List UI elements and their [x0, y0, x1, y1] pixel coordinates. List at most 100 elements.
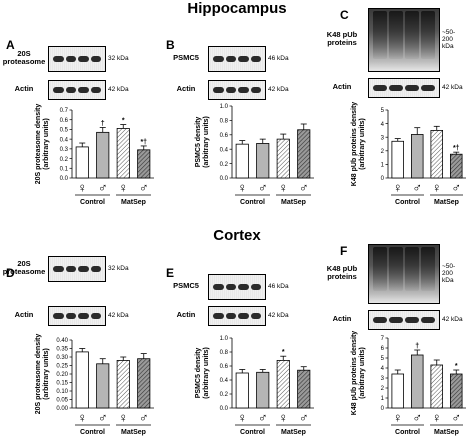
y-tick-label-b: 0.0: [220, 176, 229, 182]
bar-d-0: [75, 351, 89, 409]
bar-b-3: [297, 129, 311, 179]
y-tick-label-f: 5: [381, 356, 385, 362]
blot-image-f-1: [368, 310, 440, 330]
blot-band: [225, 87, 236, 93]
female-symbol-a: ♀: [118, 180, 128, 195]
male-symbol-a: ♂: [139, 180, 149, 195]
blot-band: [389, 85, 403, 91]
female-symbol-b: ♀: [278, 180, 288, 195]
significance-mark-e-2: *: [282, 349, 285, 356]
blot-image-d-0: [48, 256, 106, 282]
blot-band: [421, 11, 435, 59]
blot-band: [65, 313, 76, 319]
blot-image-e-1: [208, 306, 266, 326]
blot-label-f-1: Actin: [332, 314, 352, 323]
blot-band: [213, 87, 224, 93]
blot-band: [421, 317, 435, 323]
male-symbol-f: ♂: [412, 410, 422, 425]
female-symbol-e: ♀: [278, 410, 288, 425]
blot-band: [65, 56, 76, 62]
kda-label-b-1: 42 kDa: [268, 85, 289, 93]
bar-c-0: [391, 140, 404, 179]
y-axis-label-e: PSMC5 density: [195, 348, 202, 399]
blot-band: [225, 56, 236, 62]
blot-band: [225, 284, 236, 290]
male-symbol-b: ♂: [258, 180, 268, 195]
male-symbol-c: ♂: [451, 180, 461, 195]
section-title-cortex: Cortex: [213, 227, 261, 244]
y-tick-label-d: 0.15: [56, 381, 68, 387]
blot-band: [78, 266, 89, 272]
bar-b-2: [276, 138, 290, 179]
kda-label-c-0: ~50- 200 kDa: [442, 28, 456, 50]
y-tick-label-a: 0.5: [60, 128, 69, 134]
section-title-hippocampus: Hippocampus: [187, 0, 287, 17]
bar-e-1: [256, 371, 270, 409]
female-symbol-a: ♀: [77, 180, 87, 195]
y-tick-label-f: 4: [381, 366, 385, 372]
blot-image-f-0: [368, 244, 440, 304]
significance-mark-a-1: †: [101, 120, 105, 127]
bar-a-2: [116, 128, 130, 179]
male-symbol-e: ♂: [258, 410, 268, 425]
blot-band: [421, 85, 435, 91]
male-symbol-d: ♂: [98, 410, 108, 425]
bar-b-0: [235, 143, 249, 179]
blot-band: [65, 87, 76, 93]
panel-letter-e: E: [166, 266, 175, 280]
group-label-b: MatSep: [281, 199, 306, 206]
blot-label-b-1: Actin: [176, 84, 196, 93]
kda-label-f-0: ~50- 200 kDa: [442, 262, 456, 284]
y-tick-label-a: 0.0: [60, 176, 69, 182]
panel-letter-d: D: [6, 266, 15, 280]
y-tick-label-a: 0.1: [60, 166, 69, 172]
y-tick-label-e: 0.0: [220, 406, 229, 412]
kda-label-a-0: 32 kDa: [108, 54, 129, 62]
y-tick-label-a: 0.3: [60, 147, 69, 153]
y-axis-label-d: (arbitrary units): [43, 348, 50, 400]
bar-f-2: [430, 364, 443, 409]
blot-band: [90, 87, 101, 93]
y-tick-label-d: 0.40: [56, 338, 68, 344]
significance-mark-a-3: *†: [140, 139, 147, 146]
male-symbol-c: ♂: [412, 180, 422, 195]
blot-label-c-0: K48 pUb proteins: [326, 30, 358, 47]
y-axis-label-b: PSMC5 density: [195, 117, 202, 168]
female-symbol-e: ♀: [237, 410, 247, 425]
blot-band: [238, 313, 249, 319]
group-label-d: MatSep: [121, 429, 146, 436]
bar-e-3: [297, 369, 311, 409]
group-label-b: Control: [240, 199, 265, 206]
blot-band: [238, 56, 249, 62]
blot-image-a-0: [48, 46, 106, 72]
blot-band: [53, 56, 64, 62]
y-tick-label-d: 0.00: [56, 406, 68, 412]
y-tick-label-d: 0.35: [56, 347, 68, 353]
male-symbol-a: ♂: [98, 180, 108, 195]
y-tick-label-f: 6: [381, 346, 385, 352]
bar-b-1: [256, 143, 270, 179]
blot-label-f-0: K48 pUb proteins: [326, 264, 358, 281]
blot-band: [389, 317, 403, 323]
panel-letter-f: F: [340, 244, 348, 258]
significance-mark-f-1: †: [415, 343, 419, 350]
y-tick-label-e: 1.0: [220, 336, 229, 342]
blot-band: [78, 56, 89, 62]
bar-e-0: [235, 372, 249, 409]
y-tick-label-d: 0.25: [56, 364, 68, 370]
male-symbol-b: ♂: [299, 180, 309, 195]
kda-label-e-1: 42 kDa: [268, 311, 289, 319]
bar-f-1: [410, 354, 424, 409]
y-tick-label-c: 0: [381, 176, 385, 182]
blot-band: [238, 87, 249, 93]
group-label-e: MatSep: [281, 429, 306, 436]
group-label-a: MatSep: [121, 199, 146, 206]
blot-label-c-1: Actin: [332, 82, 352, 91]
blot-band: [225, 313, 236, 319]
bar-d-1: [96, 363, 110, 409]
y-tick-label-e: 0.4: [220, 378, 229, 384]
y-tick-label-a: 0.7: [60, 108, 69, 114]
blot-band: [250, 284, 261, 290]
blot-label-e-1: Actin: [176, 310, 196, 319]
blot-label-d-0: 20S proteasome: [2, 259, 46, 276]
